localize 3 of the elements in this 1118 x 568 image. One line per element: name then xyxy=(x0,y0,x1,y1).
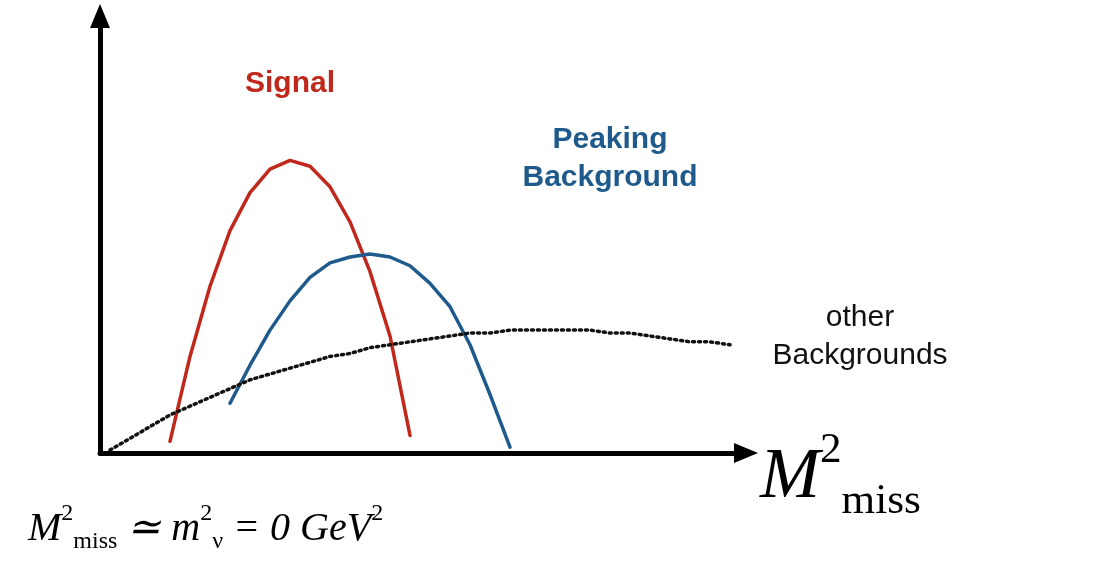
text: Signal xyxy=(244,64,336,98)
series-label: other Backgrounds xyxy=(772,299,948,371)
text: Peaking Background xyxy=(522,120,698,192)
